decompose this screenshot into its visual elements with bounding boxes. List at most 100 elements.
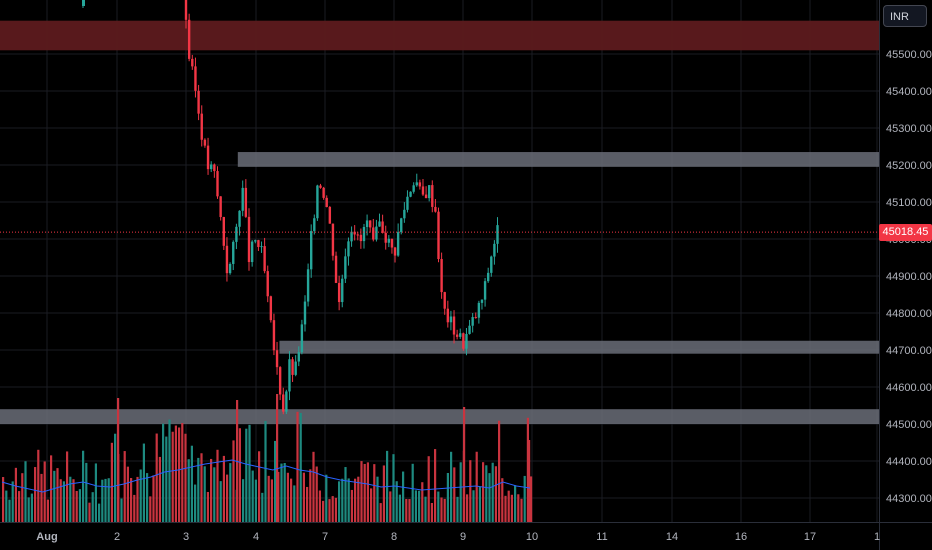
- volume-bar: [469, 460, 472, 522]
- candle: [421, 186, 425, 195]
- volume-bar: [178, 427, 181, 522]
- candle: [225, 245, 229, 274]
- volume-bar: [219, 481, 222, 522]
- candle: [381, 221, 384, 233]
- candle: [272, 320, 276, 351]
- volume-bar: [504, 495, 507, 522]
- candle: [300, 324, 304, 353]
- volume-bar: [472, 490, 475, 522]
- volume-bar: [325, 474, 328, 522]
- volume-bar: [530, 476, 533, 522]
- volume-bar: [475, 451, 478, 522]
- volume-bar: [155, 433, 158, 522]
- volume-bar: [62, 481, 65, 522]
- candle: [306, 269, 310, 302]
- volume-bar: [485, 465, 488, 522]
- price-tick-label: 44300.00: [886, 493, 932, 505]
- volume-bar: [514, 485, 517, 522]
- volume-bar: [341, 478, 344, 522]
- volume-bar: [523, 475, 526, 522]
- volume-bar: [18, 491, 21, 522]
- volume-bar: [30, 493, 33, 522]
- candle: [347, 241, 350, 257]
- candle: [406, 196, 409, 210]
- candle: [378, 221, 381, 227]
- price-tick-label: 45300.00: [886, 123, 932, 135]
- volume-bar: [440, 497, 443, 522]
- volume-bar: [120, 498, 123, 522]
- candle: [206, 145, 210, 170]
- candle: [197, 90, 200, 114]
- volume-bar: [494, 466, 497, 522]
- volume-bar: [85, 462, 88, 522]
- candle: [191, 58, 194, 67]
- candle: [459, 333, 462, 337]
- time-tick-label: 7: [322, 531, 328, 543]
- volume-bar: [306, 486, 309, 522]
- candle: [187, 19, 191, 59]
- volume-bar: [197, 457, 200, 522]
- candle: [244, 187, 248, 217]
- volume-bar: [302, 472, 305, 522]
- candle: [443, 292, 446, 309]
- volume-bar: [344, 467, 347, 522]
- volume-bar: [181, 422, 184, 522]
- volume-bar: [373, 464, 376, 522]
- volume-bar: [276, 394, 279, 522]
- volume-bar: [5, 490, 8, 522]
- volume-bar: [382, 465, 385, 522]
- volume-bar: [280, 463, 283, 522]
- candle: [235, 226, 238, 242]
- volume-bar: [376, 476, 379, 522]
- volume-bar: [411, 463, 414, 522]
- currency-selector[interactable]: INR: [883, 5, 927, 27]
- candle: [431, 185, 434, 207]
- volume-bar: [334, 497, 337, 522]
- volume-bar: [2, 477, 5, 522]
- candle: [452, 316, 456, 335]
- candle: [200, 113, 203, 140]
- candle: [449, 316, 453, 323]
- volume-bar: [14, 467, 17, 522]
- candle: [263, 246, 266, 272]
- volume-bar: [75, 490, 78, 522]
- volume-bar: [331, 496, 334, 522]
- candle: [462, 333, 465, 349]
- price-tick-label: 44600.00: [886, 382, 932, 394]
- candle: [337, 282, 341, 303]
- volume-bar: [360, 461, 363, 522]
- time-tick-label: 16: [735, 531, 747, 543]
- candle: [418, 182, 422, 187]
- candle: [353, 231, 356, 235]
- volume-bar: [213, 467, 216, 522]
- time-tick-label: 9: [460, 531, 466, 543]
- price-tick-label: 45100.00: [886, 197, 932, 209]
- volume-bar: [98, 503, 101, 522]
- volume-bar: [466, 494, 469, 522]
- candle: [344, 256, 347, 279]
- candle: [291, 359, 294, 375]
- time-tick-label: 2: [114, 531, 120, 543]
- volume-bar: [40, 473, 43, 522]
- candle: [359, 234, 363, 242]
- volume-bar: [104, 478, 107, 522]
- volume-bar: [222, 455, 225, 522]
- volume-bar: [232, 440, 235, 522]
- candle: [328, 207, 332, 224]
- time-tick-label: 4: [253, 531, 259, 543]
- volume-bar: [146, 473, 149, 522]
- volume-bar: [357, 476, 360, 522]
- volume-bar: [165, 436, 168, 522]
- candle: [356, 234, 359, 236]
- volume-bar: [142, 443, 145, 522]
- candle: [275, 350, 279, 368]
- candle: [409, 191, 412, 197]
- candle: [387, 238, 391, 243]
- candle: [250, 241, 254, 263]
- volume-bar: [437, 491, 440, 522]
- volume-bar: [11, 481, 14, 522]
- volume-bar: [101, 479, 104, 522]
- volume-bar: [421, 482, 424, 522]
